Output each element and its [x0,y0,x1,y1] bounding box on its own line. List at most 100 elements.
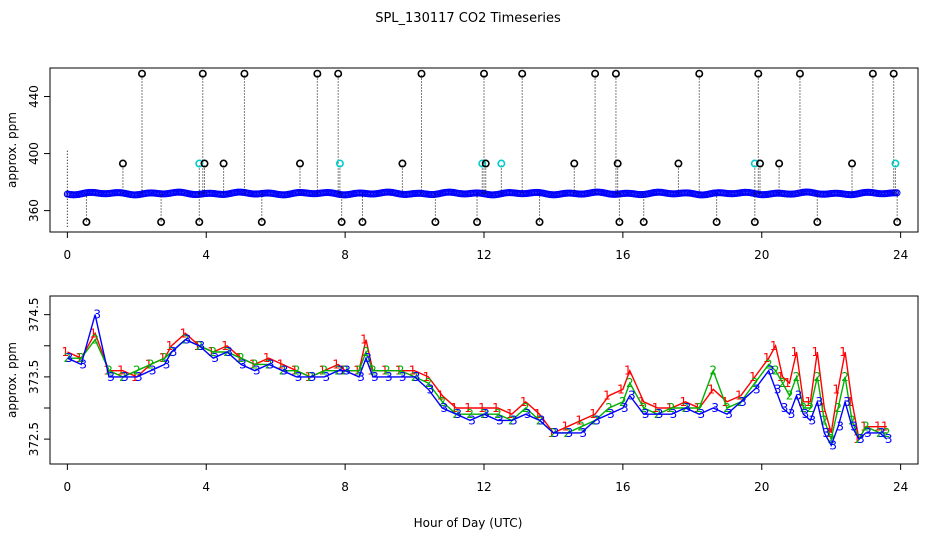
series-marker-3: 3 [538,413,546,427]
series-marker-3: 3 [593,413,601,427]
series-marker-1: 1 [193,339,201,353]
series-marker-3: 3 [815,395,823,409]
spike-point [195,159,204,168]
spike-point [674,159,683,168]
series-marker-1: 1 [62,345,70,359]
series-marker-2: 2 [751,376,759,390]
series-marker-1: 1 [145,357,153,371]
bottom-xtick-label: 8 [341,480,349,494]
series-marker-3: 3 [822,426,830,440]
spike-point [295,159,304,168]
spike-point [82,218,91,227]
bottom-ytick-label: 372.5 [27,422,41,456]
spike-point [795,69,804,78]
series-marker-3: 3 [163,357,171,371]
top-marks [63,69,902,228]
series-marker-3: 3 [170,345,178,359]
figure-title: SPL_130117 CO2 Timeseries [375,11,561,26]
spike-point [398,159,407,168]
top-axes: 0 4 8 12 16 20 24 360 400 440 [27,85,908,262]
series-marker-3: 3 [753,382,761,396]
bottom-xlabel: Hour of Day (UTC) [414,516,523,530]
series-marker-3: 3 [788,407,796,421]
series-marker-1: 1 [89,326,97,340]
series-marker-2: 2 [147,357,155,371]
spike-point [198,69,207,78]
series-marker-3: 3 [454,407,462,421]
series-marker-1: 1 [437,389,445,403]
series-marker-1: 1 [846,395,854,409]
bottom-xtick-label: 4 [202,480,210,494]
spike-point [335,159,344,168]
series-marker-3: 3 [371,370,379,384]
series-marker-1: 1 [707,382,715,396]
series-marker-3: 3 [66,351,74,365]
spike-point [813,218,822,227]
series-marker-1: 1 [277,357,285,371]
series-marker-3: 3 [711,401,719,415]
spike-point [358,218,367,227]
top-plot-frame [49,67,919,233]
series-marker-2: 2 [320,364,328,378]
top-ytick-label: 400 [27,142,41,165]
spike-point [337,218,346,227]
series-marker-1: 1 [263,351,271,365]
top-xtick-label: 8 [341,248,349,262]
series-marker-3: 3 [739,395,747,409]
series-marker-1: 1 [784,376,792,390]
spike-point [219,159,228,168]
series-marker-3: 3 [684,401,692,415]
bottom-ylabel: approx. ppm [5,342,19,418]
series-marker-3: 3 [364,351,372,365]
series-marker-2: 2 [779,376,787,390]
series-marker-3: 3 [552,426,560,440]
series-marker-1: 1 [166,339,174,353]
series-marker-3: 3 [357,370,365,384]
spike-point [613,159,622,168]
series-marker-2: 2 [841,370,849,384]
series-marker-2: 2 [64,351,72,365]
series-marker-1: 1 [603,389,611,403]
series-marker-2: 2 [695,401,703,415]
spike-point [195,218,204,227]
series-marker-2: 2 [425,376,433,390]
series-marker-1: 1 [770,339,778,353]
spike-point [611,69,620,78]
series-marker-1: 1 [409,364,417,378]
series-marker-3: 3 [496,413,504,427]
series-line-2 [67,338,887,442]
series-marker-1: 1 [791,345,799,359]
spike-point [118,159,127,168]
series-marker-2: 2 [133,364,141,378]
series-marker-1: 1 [562,420,570,434]
top-xtick-label: 0 [64,248,72,262]
series-marker-2: 2 [834,401,842,415]
series-marker-3: 3 [579,426,587,440]
series-marker-3: 3 [795,389,803,403]
series-marker-3: 3 [184,333,192,347]
series-marker-3: 3 [656,407,664,421]
series-marker-3: 3 [482,407,490,421]
series-marker-2: 2 [772,364,780,378]
series-marker-2: 2 [626,376,634,390]
series-marker-3: 3 [385,370,393,384]
series-marker-3: 3 [621,401,629,415]
top-xtick-label: 12 [476,248,491,262]
bottom-xtick-label: 24 [893,480,908,494]
series-marker-1: 1 [464,401,472,415]
series-marker-2: 2 [883,426,891,440]
series-marker-1: 1 [735,389,743,403]
series-marker-3: 3 [93,308,101,322]
series-marker-2: 2 [827,432,835,446]
series-marker-2: 2 [709,364,717,378]
series-marker-3: 3 [774,382,782,396]
bottom-xtick-label: 12 [476,480,491,494]
spike-point [240,69,249,78]
series-marker-3: 3 [864,426,872,440]
series-marker-3: 3 [441,401,449,415]
series-marker-3: 3 [253,364,261,378]
series-marker-1: 1 [548,426,556,440]
